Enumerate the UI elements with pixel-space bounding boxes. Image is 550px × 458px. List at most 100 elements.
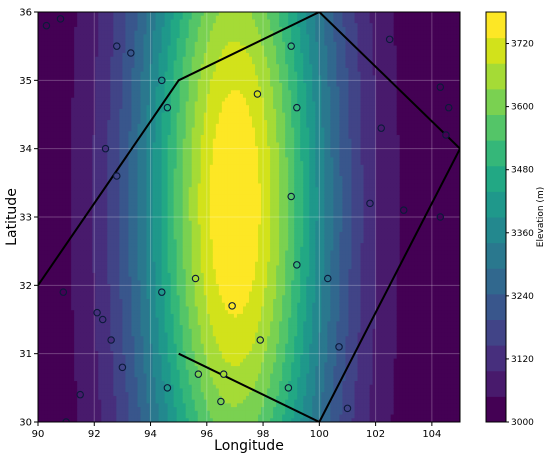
contour-cell <box>59 403 63 408</box>
contour-cell <box>101 60 105 65</box>
contour-cell <box>116 194 120 199</box>
contour-cell <box>50 336 54 341</box>
contour-cell <box>107 299 111 304</box>
contour-cell <box>125 157 130 162</box>
contour-cell <box>116 127 120 132</box>
contour-cell <box>50 209 54 214</box>
contour-cell <box>71 313 75 319</box>
contour-cell <box>47 213 51 218</box>
contour-cell <box>47 239 51 244</box>
contour-cell <box>53 261 57 267</box>
contour-cell <box>113 321 117 326</box>
contour-cell <box>125 64 130 69</box>
contour-cell <box>38 209 42 214</box>
contour-cell <box>104 384 108 390</box>
contour-cell <box>116 287 120 293</box>
contour-cell <box>80 172 84 177</box>
contour-cell <box>65 135 69 140</box>
contour-cell <box>125 328 130 334</box>
contour-cell <box>59 310 63 315</box>
contour-cell <box>80 149 84 155</box>
contour-cell <box>104 295 108 300</box>
contour-cell <box>47 317 51 322</box>
contour-cell <box>107 306 111 311</box>
contour-cell <box>47 243 51 248</box>
contour-cell <box>83 194 87 199</box>
contour-cell <box>119 321 123 326</box>
contour-cell <box>104 138 108 144</box>
contour-cell <box>68 317 72 322</box>
contour-cell <box>110 179 114 185</box>
contour-cell <box>104 220 108 226</box>
contour-cell <box>92 149 96 155</box>
contour-cell <box>92 138 96 144</box>
contour-cell <box>59 347 63 352</box>
contour-cell <box>86 354 90 360</box>
contour-cell <box>62 86 66 91</box>
contour-cell <box>125 71 130 76</box>
contour-cell <box>38 198 42 203</box>
contour-cell <box>113 131 117 136</box>
contour-cell <box>65 101 69 106</box>
contour-cell <box>59 362 63 367</box>
contour-cell <box>44 228 48 233</box>
contour-cell <box>119 287 123 293</box>
contour-cell <box>125 190 130 196</box>
contour-cell <box>47 120 51 125</box>
contour-cell <box>68 23 72 28</box>
contour-cell <box>98 351 102 356</box>
contour-cell <box>101 153 105 158</box>
contour-cell <box>119 336 123 341</box>
contour-cell <box>47 112 51 117</box>
contour-cell <box>68 190 72 196</box>
contour-cell <box>59 369 63 375</box>
contour-cell <box>80 38 84 43</box>
contour-cell <box>68 15 72 21</box>
contour-cell <box>41 366 45 371</box>
contour-cell <box>80 168 84 173</box>
contour-cell <box>47 328 51 334</box>
contour-cell <box>68 325 72 330</box>
contour-cell <box>83 414 87 419</box>
contour-cell <box>122 336 127 341</box>
contour-cell <box>113 157 117 162</box>
contour-cell <box>101 164 105 170</box>
contour-cell <box>98 157 102 162</box>
contour-cell <box>122 209 127 214</box>
contour-cell <box>104 209 108 214</box>
contour-cell <box>89 116 93 121</box>
contour-cell <box>119 302 123 308</box>
contour-cell <box>41 34 45 39</box>
contour-cell <box>98 164 102 170</box>
contour-cell <box>95 176 99 181</box>
contour-cell <box>68 41 72 47</box>
contour-cell <box>44 56 48 62</box>
contour-cell <box>56 179 60 185</box>
contour-cell <box>77 127 81 132</box>
contour-cell <box>86 362 90 367</box>
contour-cell <box>80 153 84 158</box>
contour-cell <box>38 49 42 54</box>
contour-cell <box>98 138 102 144</box>
contour-cell <box>62 377 66 382</box>
contour-cell <box>65 217 69 222</box>
contour-cell <box>44 224 48 229</box>
contour-cell <box>107 351 111 356</box>
contour-cell <box>59 340 63 345</box>
contour-cell <box>47 276 51 281</box>
contour-cell <box>86 205 90 211</box>
contour-cell <box>107 269 111 274</box>
contour-cell <box>62 82 66 88</box>
contour-cell <box>98 56 102 62</box>
contour-cell <box>92 269 96 274</box>
contour-cell <box>98 49 102 54</box>
contour-cell <box>41 157 45 162</box>
contour-cell <box>113 280 117 285</box>
contour-cell <box>95 340 99 345</box>
contour-cell <box>56 373 60 378</box>
contour-cell <box>53 168 57 173</box>
contour-cell <box>83 358 87 363</box>
contour-cell <box>44 127 48 132</box>
contour-cell <box>125 291 130 296</box>
contour-cell <box>98 347 102 352</box>
